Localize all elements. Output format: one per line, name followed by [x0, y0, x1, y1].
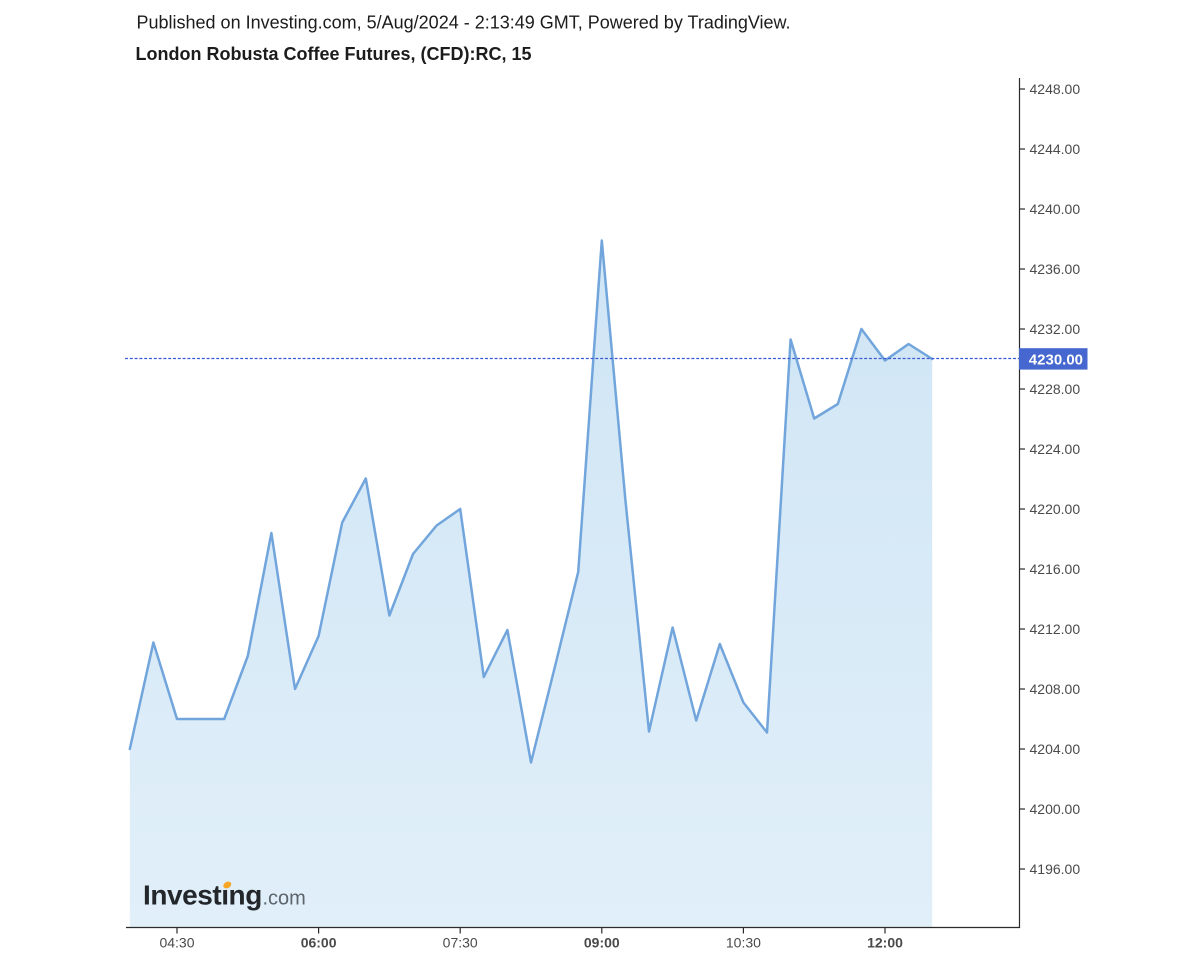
svg-text:.com: .com: [263, 888, 306, 910]
svg-text:4236.00: 4236.00: [1030, 261, 1081, 277]
svg-text:4220.00: 4220.00: [1030, 501, 1081, 517]
svg-text:4230.00: 4230.00: [1029, 351, 1083, 368]
svg-text:4212.00: 4212.00: [1030, 621, 1081, 637]
svg-text:4232.00: 4232.00: [1030, 321, 1081, 337]
svg-text:12:00: 12:00: [867, 934, 903, 950]
svg-text:07:30: 07:30: [443, 934, 478, 950]
svg-text:4228.00: 4228.00: [1030, 381, 1081, 397]
svg-text:Investıng: Investıng: [143, 880, 262, 911]
svg-text:4240.00: 4240.00: [1030, 201, 1081, 217]
svg-text:4224.00: 4224.00: [1030, 441, 1081, 457]
svg-text:4216.00: 4216.00: [1030, 561, 1081, 577]
svg-text:09:00: 09:00: [584, 934, 620, 950]
svg-text:Published on Investing.com, 5/: Published on Investing.com, 5/Aug/2024 -…: [137, 12, 791, 32]
svg-text:4196.00: 4196.00: [1030, 861, 1081, 877]
svg-text:4248.00: 4248.00: [1030, 81, 1081, 97]
svg-text:4204.00: 4204.00: [1030, 741, 1081, 757]
svg-text:06:00: 06:00: [301, 934, 337, 950]
svg-text:4208.00: 4208.00: [1030, 681, 1081, 697]
svg-text:4200.00: 4200.00: [1030, 801, 1081, 817]
svg-text:10:30: 10:30: [726, 934, 761, 950]
svg-text:London Robusta Coffee Futures,: London Robusta Coffee Futures, (CFD):RC,…: [136, 44, 532, 64]
svg-text:4244.00: 4244.00: [1030, 141, 1081, 157]
svg-text:04:30: 04:30: [159, 934, 194, 950]
